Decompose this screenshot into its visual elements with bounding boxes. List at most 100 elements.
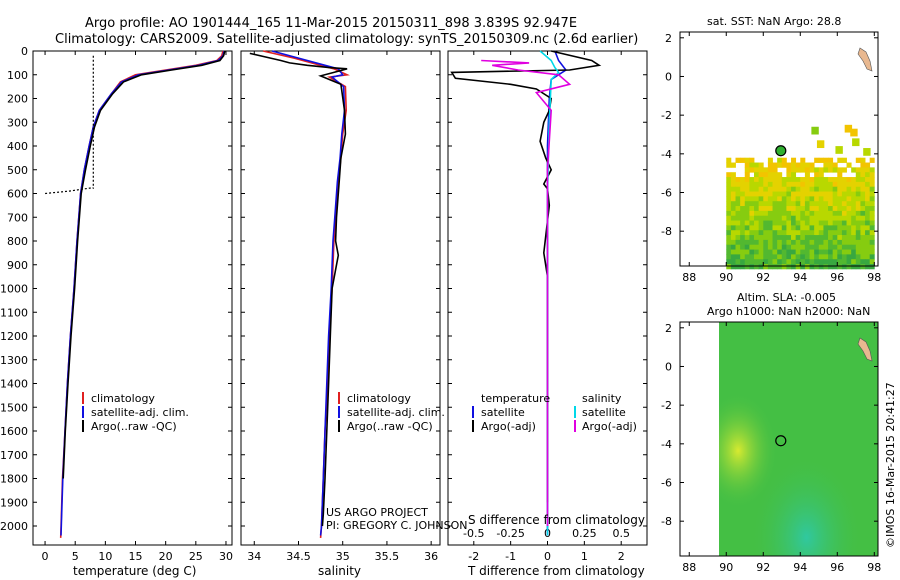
sst-cell: [791, 162, 797, 168]
sst-cell: [855, 206, 861, 212]
sst-cell: [814, 244, 820, 250]
sst-cell: [767, 244, 773, 250]
sst-cell: [869, 249, 875, 255]
sst-cell: [828, 254, 834, 260]
sst-cell: [735, 201, 741, 207]
sst-cell: [763, 201, 769, 207]
sst-cell: [772, 225, 778, 231]
sst-cell: [786, 181, 792, 188]
sst-cell: [786, 235, 792, 241]
sst-cell: [791, 172, 797, 178]
sst-cell: [763, 172, 769, 178]
sst-cell: [800, 191, 806, 197]
sst-cell: [740, 210, 746, 217]
sst-cell: [726, 172, 732, 178]
map-y-tick-label: -4: [661, 148, 672, 161]
sst-cell: [814, 186, 820, 192]
sst-cell: [791, 210, 797, 217]
sst-cell: [744, 172, 750, 178]
series-climatology: [59, 50, 224, 538]
y-tick-label: 1300: [0, 354, 28, 367]
sst-cell: [726, 177, 732, 183]
sst-cell: [791, 225, 797, 231]
sst-cell: [763, 196, 769, 202]
sst-cell: [763, 215, 769, 221]
difference-panel: -2 -1 0 1 2 -0.5 -0.25 0 0.25 0.5 S difference f…: [447, 50, 648, 578]
sst-cell: [841, 264, 847, 270]
map-y-tick-label: -8: [661, 515, 672, 528]
sst-cell: [837, 172, 843, 178]
sst-cell: [832, 210, 838, 217]
sst-cell: [846, 181, 852, 188]
sst-cell: [823, 244, 829, 250]
legend-argo-label: Argo(..raw -QC): [347, 420, 433, 433]
sst-cell: [795, 215, 801, 221]
sst-cell: [726, 215, 732, 221]
sst-cell: [804, 196, 810, 202]
sst-cell: [781, 254, 787, 260]
sst-cell: [823, 206, 829, 212]
sst-cell: [758, 220, 764, 226]
sst-cell: [804, 162, 810, 168]
sst-cell: [846, 239, 852, 246]
sst-cell: [844, 124, 853, 133]
sst-cell: [767, 215, 773, 221]
sst-cell: [767, 177, 773, 183]
sst-cell: [823, 259, 829, 265]
sst-cell: [758, 167, 764, 173]
sst-cell: [841, 186, 847, 192]
x-tick-label: 2: [618, 550, 625, 563]
sst-cell: [791, 177, 797, 183]
sst-cell: [865, 225, 871, 231]
sst-cell: [865, 235, 871, 241]
y-tick-label: 900: [7, 259, 28, 272]
sst-cell: [767, 249, 773, 255]
sst-cell: [814, 264, 820, 270]
sst-cell: [869, 181, 875, 188]
sst-cell: [791, 264, 797, 270]
sst-cell: [767, 206, 773, 212]
sst-cell: [795, 220, 801, 226]
sst-cell: [851, 186, 857, 192]
sst-cell: [865, 215, 871, 221]
sst-cell: [818, 239, 824, 246]
sst-cell: [754, 264, 760, 270]
x-tick-label: -2: [468, 550, 479, 563]
sst-cell: [837, 196, 843, 202]
sst-cell: [860, 225, 866, 231]
sst-cell: [800, 167, 806, 173]
sst-cell: [744, 249, 750, 255]
sst-cell: [837, 181, 843, 188]
y-tick-label: 1200: [0, 330, 28, 343]
sst-cell: [809, 201, 815, 207]
sst-cell: [860, 157, 866, 163]
sst-cell: [758, 206, 764, 212]
sst-cell: [837, 177, 843, 183]
sst-cell: [800, 225, 806, 231]
sst-cell: [860, 181, 866, 188]
sst-cell: [749, 186, 755, 192]
sst-cell: [730, 210, 736, 217]
sst-cell: [814, 235, 820, 241]
sst-cell: [740, 181, 746, 188]
sst-cell: [804, 230, 810, 236]
x-tick-label: 35: [336, 550, 350, 563]
sst-cell: [809, 239, 815, 246]
series-t-argo-adj: [450, 50, 602, 503]
sst-cell: [791, 244, 797, 250]
sst-cell: [795, 206, 801, 212]
sst-cell: [865, 244, 871, 250]
sst-cell: [767, 239, 773, 246]
sst-cell: [809, 215, 815, 221]
sst-cell: [749, 162, 755, 168]
sst-cell: [735, 264, 741, 270]
sst-cell: [823, 235, 829, 241]
sst-cell: [869, 177, 875, 183]
sst-cell: [791, 215, 797, 221]
sst-cell: [767, 186, 773, 192]
sst-cell: [800, 249, 806, 255]
sst-cell: [754, 181, 760, 188]
sst-cell: [865, 162, 871, 168]
sst-cell: [800, 196, 806, 202]
sst-cell: [804, 254, 810, 260]
